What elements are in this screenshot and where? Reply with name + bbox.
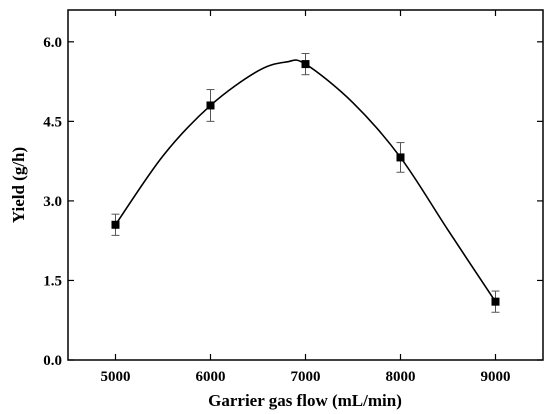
y-tick-label: 6.0	[43, 35, 62, 51]
x-tick-label: 6000	[196, 369, 226, 385]
fit-curve	[114, 59, 497, 303]
data-point	[491, 297, 500, 306]
x-tick-label: 5000	[101, 369, 131, 385]
y-axis: 0.0 1.5 3.0 4.5 6.0	[43, 35, 543, 369]
data-markers	[111, 60, 500, 306]
data-point	[206, 101, 215, 110]
x-axis-label: Garrier gas flow (mL/min)	[208, 391, 402, 410]
y-tick-label: 4.5	[43, 114, 62, 130]
y-tick-label: 1.5	[43, 273, 62, 289]
y-tick-label: 3.0	[43, 194, 62, 210]
data-point	[301, 60, 310, 69]
error-bars	[111, 52, 500, 313]
y-tick-label: 0.0	[43, 353, 62, 369]
x-tick-label: 7000	[291, 369, 321, 385]
y-axis-label: Yield (g/h)	[9, 147, 28, 223]
x-axis: 5000 6000 7000 8000 9000	[101, 10, 511, 385]
data-point	[396, 153, 405, 162]
x-tick-label: 8000	[386, 369, 416, 385]
data-point	[111, 220, 120, 229]
x-tick-label: 9000	[481, 369, 511, 385]
